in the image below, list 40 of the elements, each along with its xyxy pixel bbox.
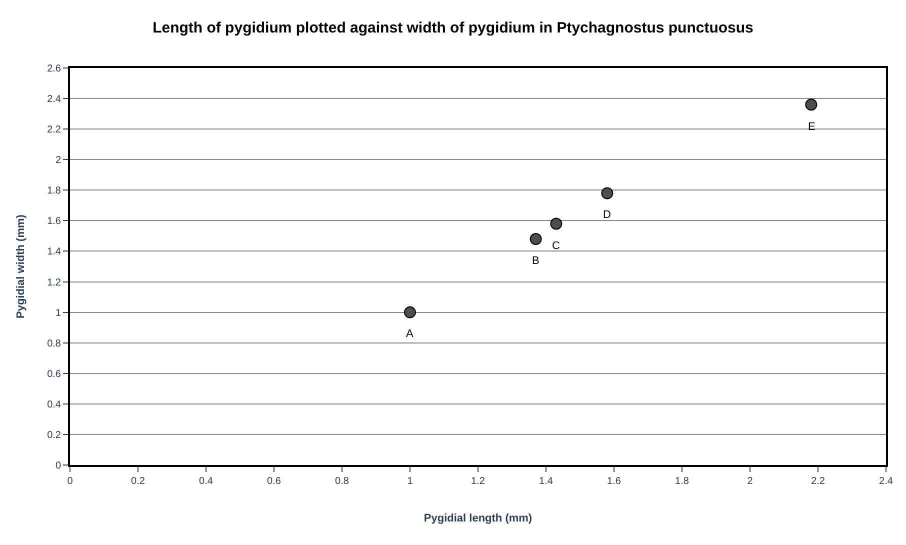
- point: [601, 187, 614, 200]
- y-tick-label: 1.6: [47, 216, 62, 228]
- point: [550, 218, 562, 230]
- x-tick-label: 1.8: [675, 476, 690, 487]
- y-tick-label: 1: [55, 308, 62, 319]
- x-tick-label: 2: [747, 476, 754, 487]
- y-tick-label: 1.4: [47, 246, 62, 258]
- x-tick-label: 0.6: [267, 476, 282, 487]
- y-tick-label: 0: [55, 460, 62, 472]
- annotation: E: [808, 121, 816, 133]
- y-tick-label: 1.8: [47, 186, 62, 197]
- annotation: B: [532, 255, 540, 267]
- y-tick-label: 2.4: [47, 94, 62, 106]
- y-tick-label: 0.4: [47, 399, 62, 410]
- x-tick-label: 1.2: [471, 476, 486, 487]
- x-tick-label: 2.4: [879, 476, 894, 487]
- x-tick-label: 0.2: [131, 476, 146, 487]
- y-tick-label: 0.6: [47, 368, 62, 380]
- chart-title: Length of pygidium plotted against width of pygidium in Ptychagnostus punctuosus: [152, 19, 754, 36]
- x-tick-label: 1.6: [607, 476, 622, 487]
- x-tick-label: 0.4: [199, 476, 214, 487]
- x-tick-label: 1: [407, 476, 414, 487]
- y-tick-label: 0.8: [47, 338, 62, 350]
- y-tick-label: 2.6: [47, 64, 62, 74]
- x-tick-label: 0.8: [335, 476, 350, 487]
- x-tick-label: 0: [67, 476, 74, 487]
- x-tick-label: 2.2: [811, 476, 826, 487]
- annotation: C: [552, 240, 560, 252]
- annotation: A: [406, 328, 414, 340]
- annotation: D: [603, 209, 611, 221]
- x-axis-title: Pygidial length (mm): [424, 512, 532, 525]
- point: [404, 306, 416, 318]
- y-axis-title: Pygidial width (mm): [15, 214, 28, 318]
- x-tick-label: 1.4: [539, 476, 554, 487]
- y-tick-label: 1.2: [47, 277, 62, 288]
- y-tick-label: 0.2: [47, 430, 62, 441]
- point: [530, 233, 542, 246]
- point: [805, 98, 818, 111]
- y-tick-label: 2.2: [47, 124, 62, 136]
- y-tick-label: 2: [55, 155, 62, 166]
